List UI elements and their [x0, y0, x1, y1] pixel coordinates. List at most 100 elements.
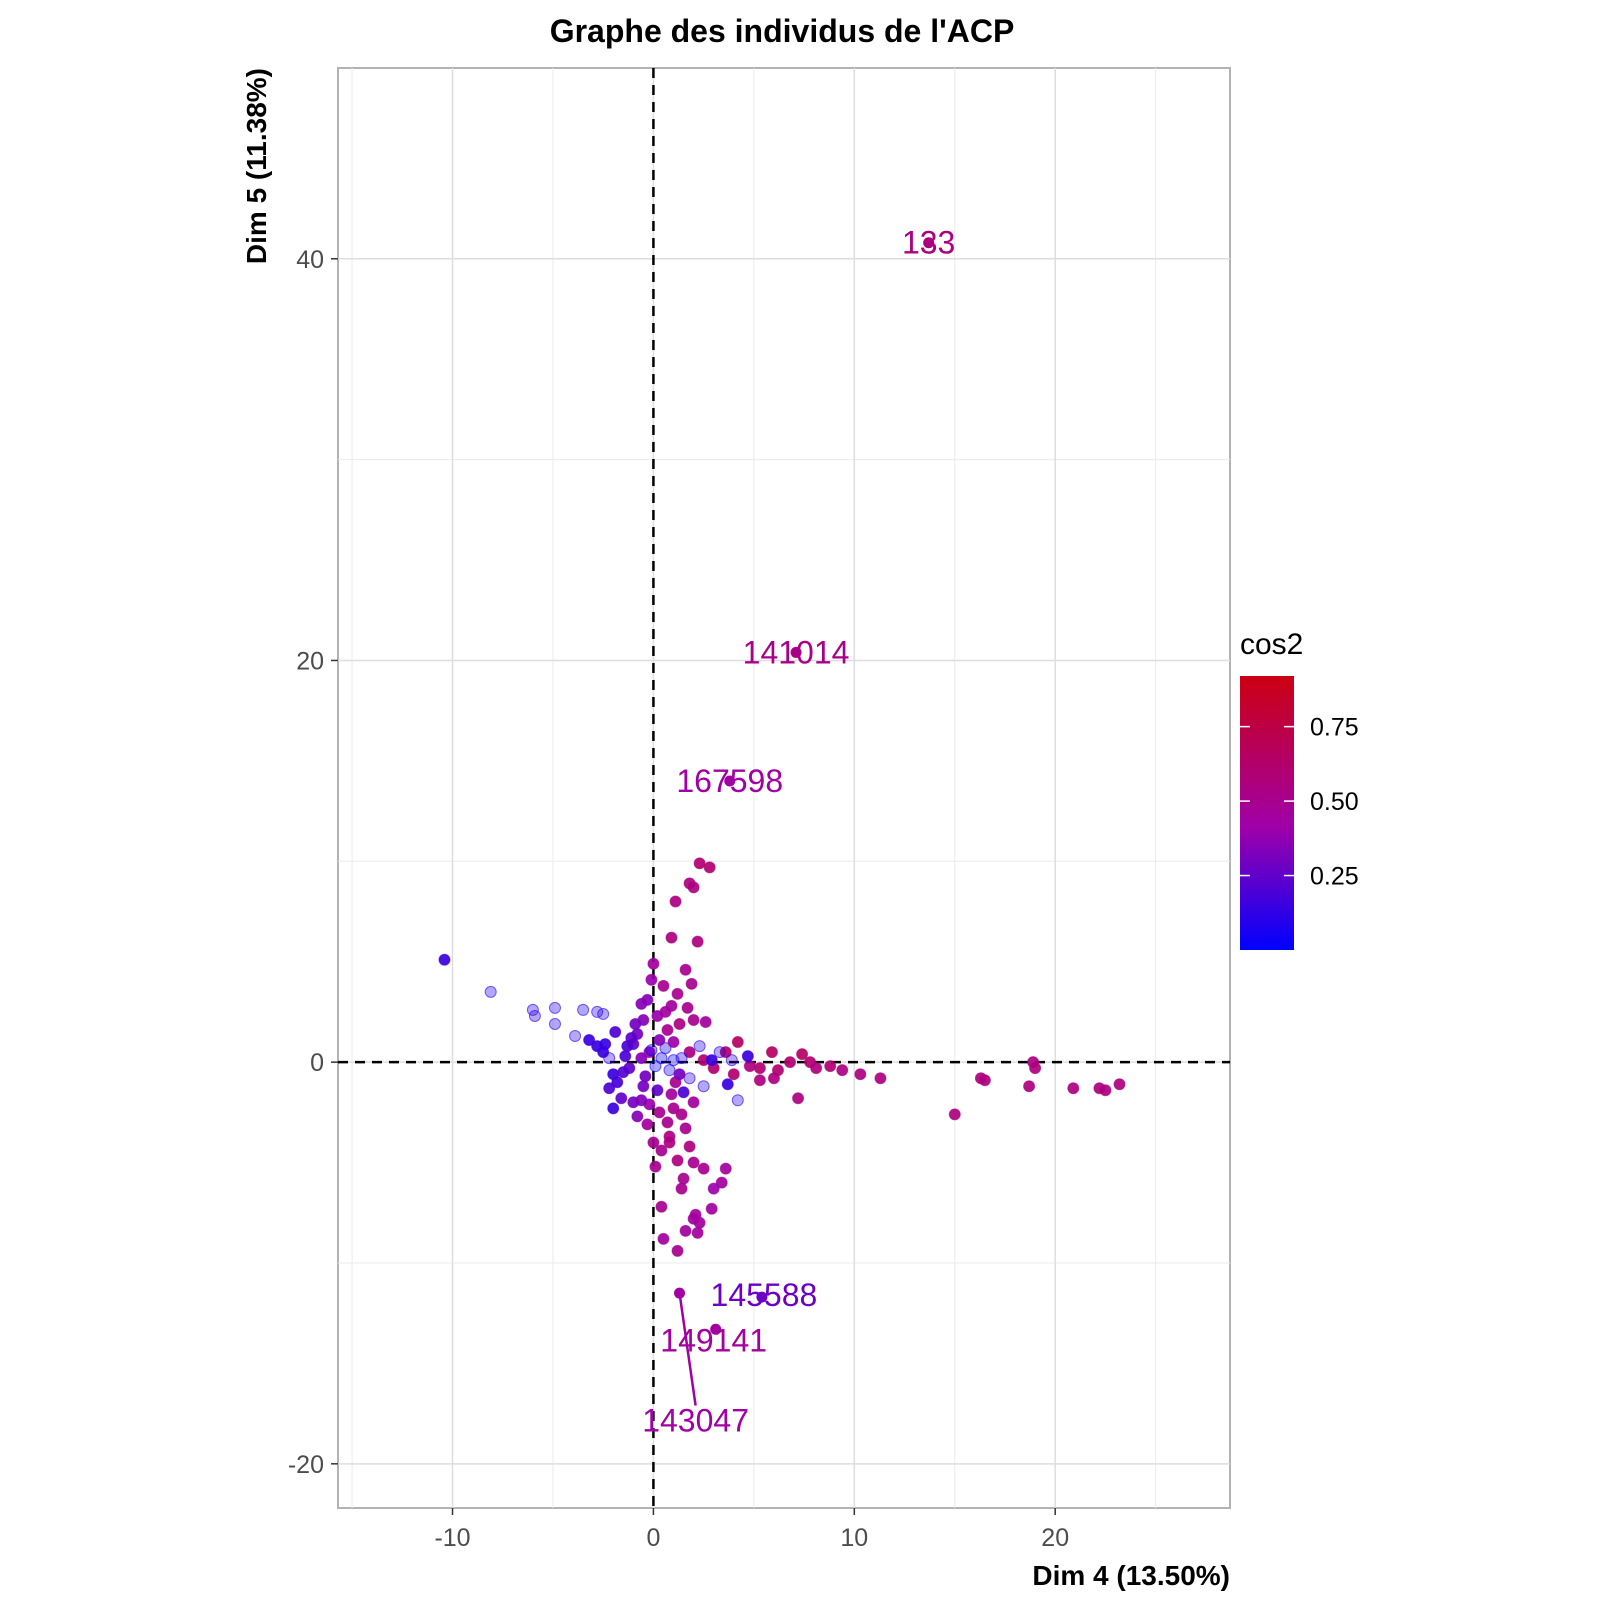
- data-point: [691, 935, 704, 948]
- point-label: 141014: [743, 634, 850, 670]
- data-point: [669, 895, 682, 908]
- data-point: [1029, 1062, 1042, 1075]
- data-point: [683, 1140, 696, 1153]
- data-point: [753, 1062, 766, 1075]
- data-point: [697, 1162, 710, 1175]
- data-point: [679, 1122, 692, 1135]
- point-label: 149141: [660, 1322, 767, 1358]
- data-point: [705, 1202, 718, 1215]
- data-point: [635, 1052, 648, 1065]
- data-point: [741, 1050, 754, 1063]
- data-point: [685, 977, 698, 990]
- data-point: [649, 1060, 662, 1073]
- legend-tick-label: 0.50: [1310, 788, 1359, 816]
- data-point: [1023, 1080, 1036, 1093]
- data-point: [657, 979, 670, 992]
- data-point: [625, 1032, 638, 1045]
- data-point: [725, 1054, 738, 1067]
- data-point: [641, 1118, 654, 1131]
- data-point: [569, 1030, 582, 1043]
- data-point: [665, 1088, 678, 1101]
- data-point: [631, 1110, 644, 1123]
- data-point: [699, 1015, 712, 1028]
- data-point: [683, 1046, 696, 1059]
- data-point: [731, 1036, 744, 1049]
- y-tick-label: 40: [296, 246, 324, 274]
- data-point: [651, 1009, 664, 1022]
- data-point: [705, 1054, 718, 1067]
- data-point: [651, 1084, 664, 1097]
- data-point: [753, 1074, 766, 1087]
- data-point: [677, 1086, 690, 1099]
- data-point: [713, 1046, 726, 1059]
- data-point: [1067, 1082, 1080, 1095]
- data-point: [687, 881, 700, 894]
- data-point: [948, 1108, 961, 1121]
- data-point: [697, 1080, 710, 1093]
- data-point: [647, 957, 660, 970]
- x-tick-label: 0: [646, 1524, 660, 1552]
- point-label: 145588: [711, 1277, 818, 1313]
- data-point: [548, 1017, 561, 1030]
- data-point: [707, 1182, 720, 1195]
- data-point: [687, 1156, 700, 1169]
- data-point: [665, 931, 678, 944]
- y-tick-label: 0: [310, 1049, 324, 1077]
- data-point: [548, 1001, 561, 1014]
- legend-tick-label: 0.75: [1310, 714, 1359, 742]
- x-axis-title: Dim 4 (13.50%): [1032, 1560, 1230, 1591]
- chart-title: Graphe des individus de l'ACP: [550, 13, 1015, 49]
- data-point: [681, 1001, 694, 1014]
- data-point: [663, 1136, 676, 1149]
- data-point: [659, 1042, 672, 1055]
- data-point: [679, 1224, 692, 1237]
- legend-title: cos2: [1240, 628, 1303, 661]
- data-point: [693, 857, 706, 870]
- data-point: [667, 1036, 680, 1049]
- data-point: [677, 1172, 690, 1185]
- data-point: [619, 1050, 632, 1063]
- data-point: [874, 1072, 887, 1085]
- point-labels: 133 141014 167598 145588 149141 143047: [642, 225, 955, 1439]
- data-point: [675, 1108, 688, 1121]
- data-point: [661, 1116, 674, 1129]
- data-point: [767, 1072, 780, 1085]
- data-point: [603, 1082, 616, 1095]
- legend-colorbar: [1240, 676, 1294, 950]
- data-point: [667, 1102, 680, 1115]
- data-point: [715, 1176, 728, 1189]
- data-point: [784, 1056, 797, 1069]
- data-point: [617, 1066, 630, 1079]
- data-point: [577, 1003, 590, 1016]
- data-point: [719, 1162, 732, 1175]
- data-point: [661, 1024, 674, 1037]
- data-point: [719, 1046, 732, 1059]
- data-point: [438, 953, 451, 966]
- y-tick-label: -20: [288, 1451, 324, 1479]
- x-tick-label: -10: [434, 1524, 470, 1552]
- data-point: [673, 1017, 686, 1030]
- data-point: [637, 1080, 650, 1093]
- data-point: [647, 1136, 660, 1149]
- data-point: [599, 1038, 612, 1051]
- x-tick-label: 10: [840, 1524, 868, 1552]
- data-point: [675, 1182, 688, 1195]
- label-leader-line: [678, 1292, 697, 1406]
- data-point: [683, 1072, 696, 1085]
- data-point: [687, 1096, 700, 1109]
- data-point: [671, 987, 684, 1000]
- data-point: [693, 1040, 706, 1053]
- data-point: [727, 1068, 740, 1081]
- data-point: [673, 1068, 686, 1081]
- point-label: 133: [902, 225, 955, 261]
- point-label: 143047: [642, 1403, 749, 1439]
- data-point: [603, 1052, 616, 1065]
- data-point: [607, 1102, 620, 1115]
- data-point: [854, 1068, 867, 1081]
- data-point: [649, 1160, 662, 1173]
- legend-ticks: 0.25 0.50 0.75: [1240, 714, 1359, 891]
- data-point: [796, 1048, 809, 1061]
- data-point: [653, 1034, 666, 1047]
- data-point: [643, 1046, 656, 1059]
- data-point: [1113, 1078, 1126, 1091]
